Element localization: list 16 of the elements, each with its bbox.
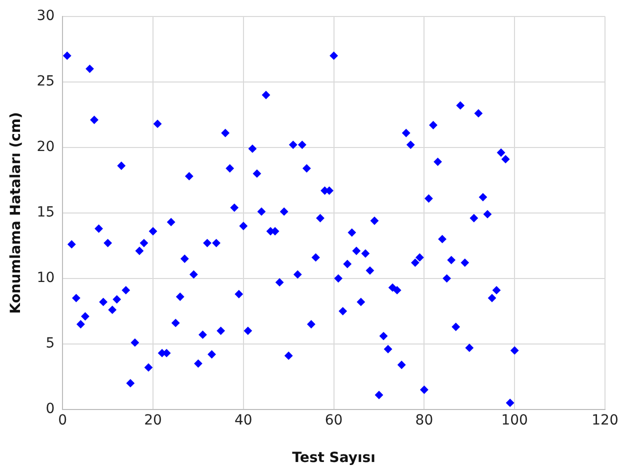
- y-tick-label: 10: [36, 270, 55, 286]
- x-tick-label: 20: [144, 412, 162, 428]
- y-tick-label: 25: [36, 74, 55, 90]
- y-tick-label: 0: [46, 401, 55, 418]
- y-tick-label: 15: [36, 204, 55, 221]
- x-tick-label: 0: [58, 412, 68, 428]
- x-tick-label: 80: [415, 412, 434, 428]
- y-tick-label: 5: [46, 336, 55, 352]
- y-axis-title: Konumlama Hataları (cm): [8, 112, 24, 314]
- x-tick-label: 120: [592, 412, 618, 428]
- x-tick-label: 60: [324, 412, 343, 428]
- y-tick-label: 20: [36, 139, 55, 156]
- x-axis-title: Test Sayısı: [292, 450, 376, 466]
- x-tick-label: 100: [501, 412, 528, 428]
- x-tick-label: 40: [234, 412, 252, 428]
- y-tick-label: 30: [36, 8, 55, 24]
